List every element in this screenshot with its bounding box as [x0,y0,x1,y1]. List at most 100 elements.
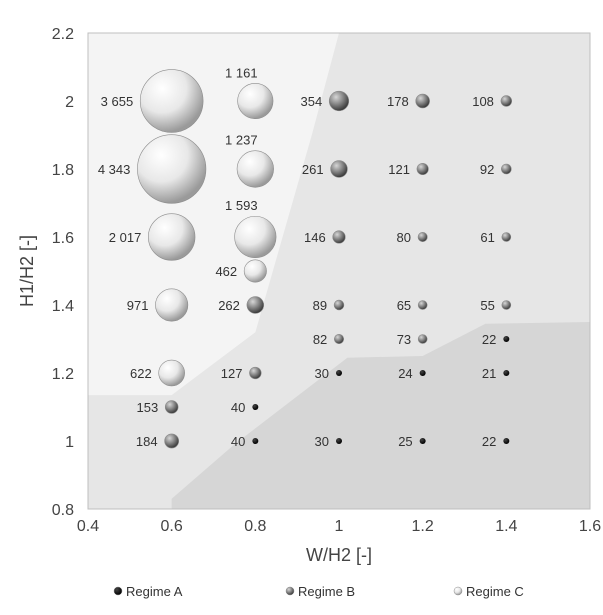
bubble-regime-b [332,230,346,244]
bubble-regime-a [252,438,259,444]
bubble-label: 65 [397,298,411,313]
bubble-label: 89 [313,298,327,313]
y-tick-label: 2.2 [52,26,74,43]
x-tick-label: 1.2 [412,518,434,535]
y-tick-label: 1 [65,434,74,451]
y-tick-label: 0.8 [52,502,74,519]
bubble-label: 21 [482,366,496,381]
bubble-label: 262 [218,298,240,313]
bubble-label: 971 [127,298,149,313]
y-tick-label: 1.2 [52,366,74,383]
bubble-label: 22 [482,434,496,449]
bubble-label: 80 [397,230,411,245]
bubble-label: 2 017 [109,230,142,245]
legend-label: Regime B [298,584,355,599]
bubble-label: 61 [480,230,494,245]
bubble-regime-a [419,438,426,444]
bubble-regime-c [137,134,207,204]
bubble-regime-b [333,333,345,345]
bubble-label: 121 [388,162,410,177]
bubble-regime-b [330,160,348,178]
axis-ticks: 0.4 0.6 0.8 1 1.2 1.4 1.6 0.8 1 1.2 1.4 1.6 1.8 2 2.2 [52,26,601,535]
y-tick-label: 1.6 [52,230,74,247]
bubble-regime-c [158,359,185,387]
bubble-regime-c [139,69,204,133]
bubble-label: 354 [301,94,323,109]
bubble-label: 462 [215,264,237,279]
bubble-label: 3 655 [101,94,134,109]
bubble-label: 1 161 [225,65,258,80]
bubble-label: 178 [387,94,409,109]
x-tick-label: 1.4 [495,518,517,535]
x-tick-label: 0.4 [77,518,99,535]
bubble-label: 261 [302,162,324,177]
x-tick-label: 0.8 [244,518,266,535]
legend-marker [453,586,463,596]
legend-label: Regime C [466,584,524,599]
y-tick-label: 1.8 [52,162,74,179]
bubble-regime-b [328,90,350,112]
bubble-regime-b [164,433,180,449]
legend-item-regime-a: Regime A [113,584,183,599]
y-tick-label: 1.4 [52,298,74,315]
bubble-label: 30 [315,366,329,381]
bubble-labels: 40 40 30 30 24 25 22 21 22 153 184 262 127 354 261 146 8… [98,65,496,449]
bubble-regime-a [419,370,426,376]
y-tick-label: 2 [65,94,74,111]
bubble-label: 108 [472,94,494,109]
x-tick-label: 1.6 [579,518,601,535]
bubble-regime-c [243,259,267,283]
bubble-label: 1 237 [225,133,258,148]
bubble-regime-a [336,438,342,444]
x-tick-label: 1 [335,518,344,535]
bubble-regime-b [501,300,512,310]
bubble-regime-a [503,438,510,444]
bubble-label: 4 343 [98,162,131,177]
legend-item-regime-c: Regime C [453,584,524,599]
bubble-regime-b [417,300,428,310]
legend-marker [285,586,295,596]
bubble-regime-b [415,93,430,109]
bubble-regime-b [249,366,262,380]
bubble-label: 127 [221,366,243,381]
region-regime-a [171,322,590,509]
bubble-regime-c [234,215,277,259]
bubble-regime-b [417,334,428,344]
y-axis-title: H1/H2 [-] [17,235,37,307]
bubble-regime-b [501,163,512,175]
bubble-label: 24 [398,366,412,381]
bubble-regime-b [417,232,428,242]
bubble-label: 92 [480,162,494,177]
x-axis-title: W/H2 [-] [306,545,372,565]
bubble-label: 40 [231,400,245,415]
regime-regions [88,33,590,509]
bubble-regime-b [501,232,512,242]
bubble-regime-b [416,162,429,176]
bubble-label: 55 [480,298,494,313]
bubble-regime-a [252,404,259,410]
bubbles [137,69,513,449]
bubble-regime-b [164,400,179,414]
bubble-label: 622 [130,366,152,381]
bubble-regime-b [246,296,265,314]
bubble-label: 1 593 [225,198,258,213]
bubble-label: 184 [136,434,158,449]
legend-label: Regime A [126,584,183,599]
bubble-label: 40 [231,434,245,449]
bubble-label: 25 [398,434,412,449]
bubble-label: 82 [313,332,327,347]
legend-marker [113,586,123,596]
plot-frame [87,32,591,510]
bubble-label: 146 [304,230,326,245]
bubble-label: 153 [137,400,159,415]
bubble-regime-a [503,336,510,342]
bubble-regime-c [237,82,274,120]
legend: Regime A Regime B Regime C [113,584,524,599]
bubble-label: 22 [482,332,496,347]
bubble-label: 73 [397,332,411,347]
bubble-regime-c [236,150,274,188]
bubble-regime-a [336,370,342,376]
x-tick-label: 0.6 [161,518,183,535]
